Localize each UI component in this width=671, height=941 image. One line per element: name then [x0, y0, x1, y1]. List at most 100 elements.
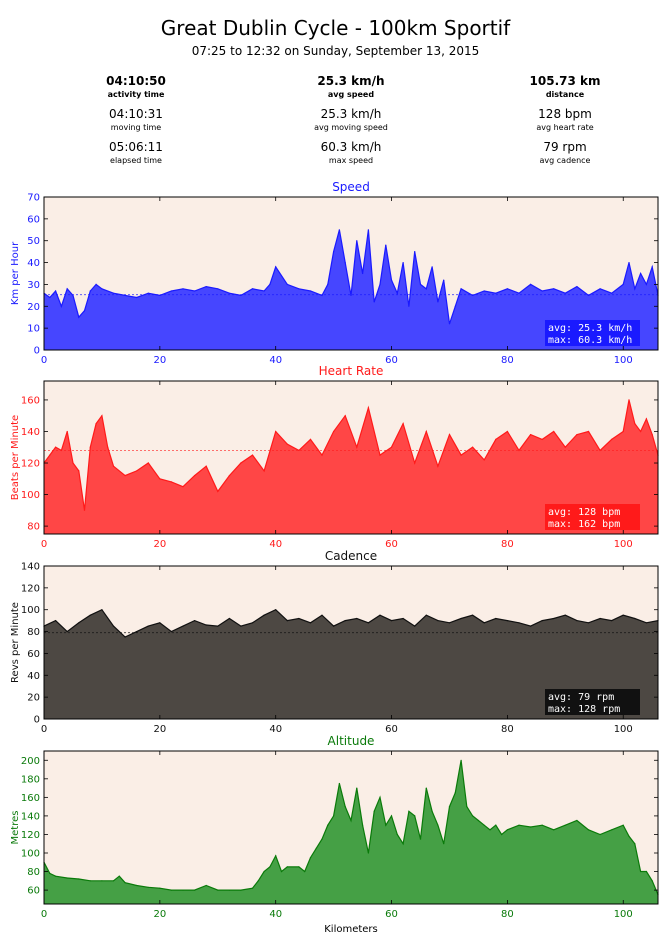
data-point: [89, 446, 91, 448]
data-point: [194, 475, 196, 477]
data-point: [518, 622, 520, 624]
y-tick-label: 160: [21, 793, 40, 804]
x-tick-label: 60: [385, 724, 398, 735]
summary-text: avg: 25.3 km/h: [548, 323, 632, 334]
data-point: [622, 430, 624, 433]
data-point: [205, 465, 207, 467]
data-point: [298, 449, 300, 451]
data-point: [344, 806, 346, 808]
data-point: [541, 290, 543, 292]
data-point: [553, 617, 555, 620]
data-point: [257, 880, 259, 882]
data-point: [640, 870, 642, 873]
summary-text: max: 128 rpm: [548, 704, 620, 715]
x-tick-label: 100: [614, 355, 633, 366]
data-point: [124, 882, 126, 884]
data-point: [587, 430, 590, 433]
data-point: [182, 486, 184, 488]
data-point: [101, 415, 103, 417]
data-point: [124, 475, 126, 477]
summary-text: max: 162 bpm: [548, 519, 620, 530]
series-area: [44, 760, 658, 904]
x-tick-label: 20: [153, 539, 166, 550]
y-tick-label: 140: [21, 811, 40, 822]
data-point: [55, 446, 57, 448]
data-point: [362, 824, 364, 826]
y-tick-label: 120: [21, 830, 40, 841]
x-axis-label: Kilometers: [324, 924, 378, 935]
page-subtitle: 07:25 to 12:32 on Sunday, September 13, …: [191, 44, 480, 58]
data-point: [541, 620, 543, 622]
y-tick-label: 100: [21, 605, 40, 616]
data-point: [362, 272, 364, 275]
data-point: [356, 787, 358, 789]
stat-value: 25.3 km/h: [320, 107, 382, 121]
data-point: [367, 407, 369, 409]
data-point: [275, 855, 277, 857]
data-point: [333, 251, 335, 253]
data-point: [298, 617, 300, 620]
data-point: [379, 614, 381, 616]
data-point: [645, 622, 648, 624]
data-point: [425, 430, 427, 433]
chart-title: Cadence: [325, 549, 377, 563]
data-point: [622, 283, 624, 285]
stats-column-speed: 25.3 km/h avg speed 25.3 km/h avg moving…: [251, 74, 451, 165]
data-point: [390, 446, 393, 448]
y-tick-label: 120: [21, 583, 40, 594]
data-point: [66, 430, 68, 433]
data-point: [170, 481, 172, 483]
y-tick-label: 0: [34, 346, 40, 357]
data-point: [159, 478, 161, 480]
data-point: [443, 279, 445, 281]
data-point: [489, 829, 491, 831]
data-point: [622, 824, 624, 826]
data-point: [107, 446, 109, 448]
data-point: [228, 292, 230, 294]
data-point: [483, 622, 485, 624]
x-tick-label: 0: [41, 724, 47, 735]
data-point: [72, 462, 74, 464]
data-point: [553, 288, 555, 290]
x-tick-label: 80: [501, 724, 514, 735]
y-tick-label: 50: [27, 236, 40, 247]
data-point: [564, 824, 566, 826]
summary-text: max: 60.3 km/h: [548, 335, 632, 346]
data-point: [170, 631, 172, 633]
data-point: [66, 877, 68, 879]
data-point: [448, 806, 451, 808]
data-point: [228, 889, 230, 891]
data-point: [622, 614, 624, 616]
data-point: [477, 819, 479, 822]
stat-label: avg heart rate: [536, 123, 594, 132]
data-point: [576, 434, 578, 436]
y-tick-label: 100: [21, 490, 40, 501]
x-tick-label: 40: [269, 539, 282, 550]
data-point: [645, 283, 648, 285]
data-point: [599, 288, 601, 290]
y-tick-label: 10: [27, 324, 40, 335]
data-point: [506, 430, 508, 433]
series-line: [43, 760, 659, 895]
data-point: [118, 875, 120, 877]
data-point: [321, 614, 323, 616]
data-point: [495, 617, 497, 620]
data-point: [414, 251, 416, 253]
y-tick-label: 60: [27, 886, 40, 897]
data-point: [286, 443, 288, 445]
data-point: [136, 631, 138, 633]
stat-headline: 25.3 km/h: [317, 74, 385, 88]
chart-title: Speed: [332, 180, 370, 194]
chart-title: Altitude: [328, 734, 375, 748]
data-point: [89, 880, 91, 882]
data-point: [309, 290, 312, 292]
y-tick-label: 80: [27, 522, 40, 533]
data-point: [437, 824, 439, 826]
data-point: [379, 454, 381, 456]
data-point: [147, 625, 149, 627]
data-point: [112, 292, 115, 294]
data-point: [49, 872, 51, 875]
data-point: [66, 288, 68, 290]
x-tick-label: 60: [385, 355, 398, 366]
y-tick-label: 30: [27, 280, 40, 291]
